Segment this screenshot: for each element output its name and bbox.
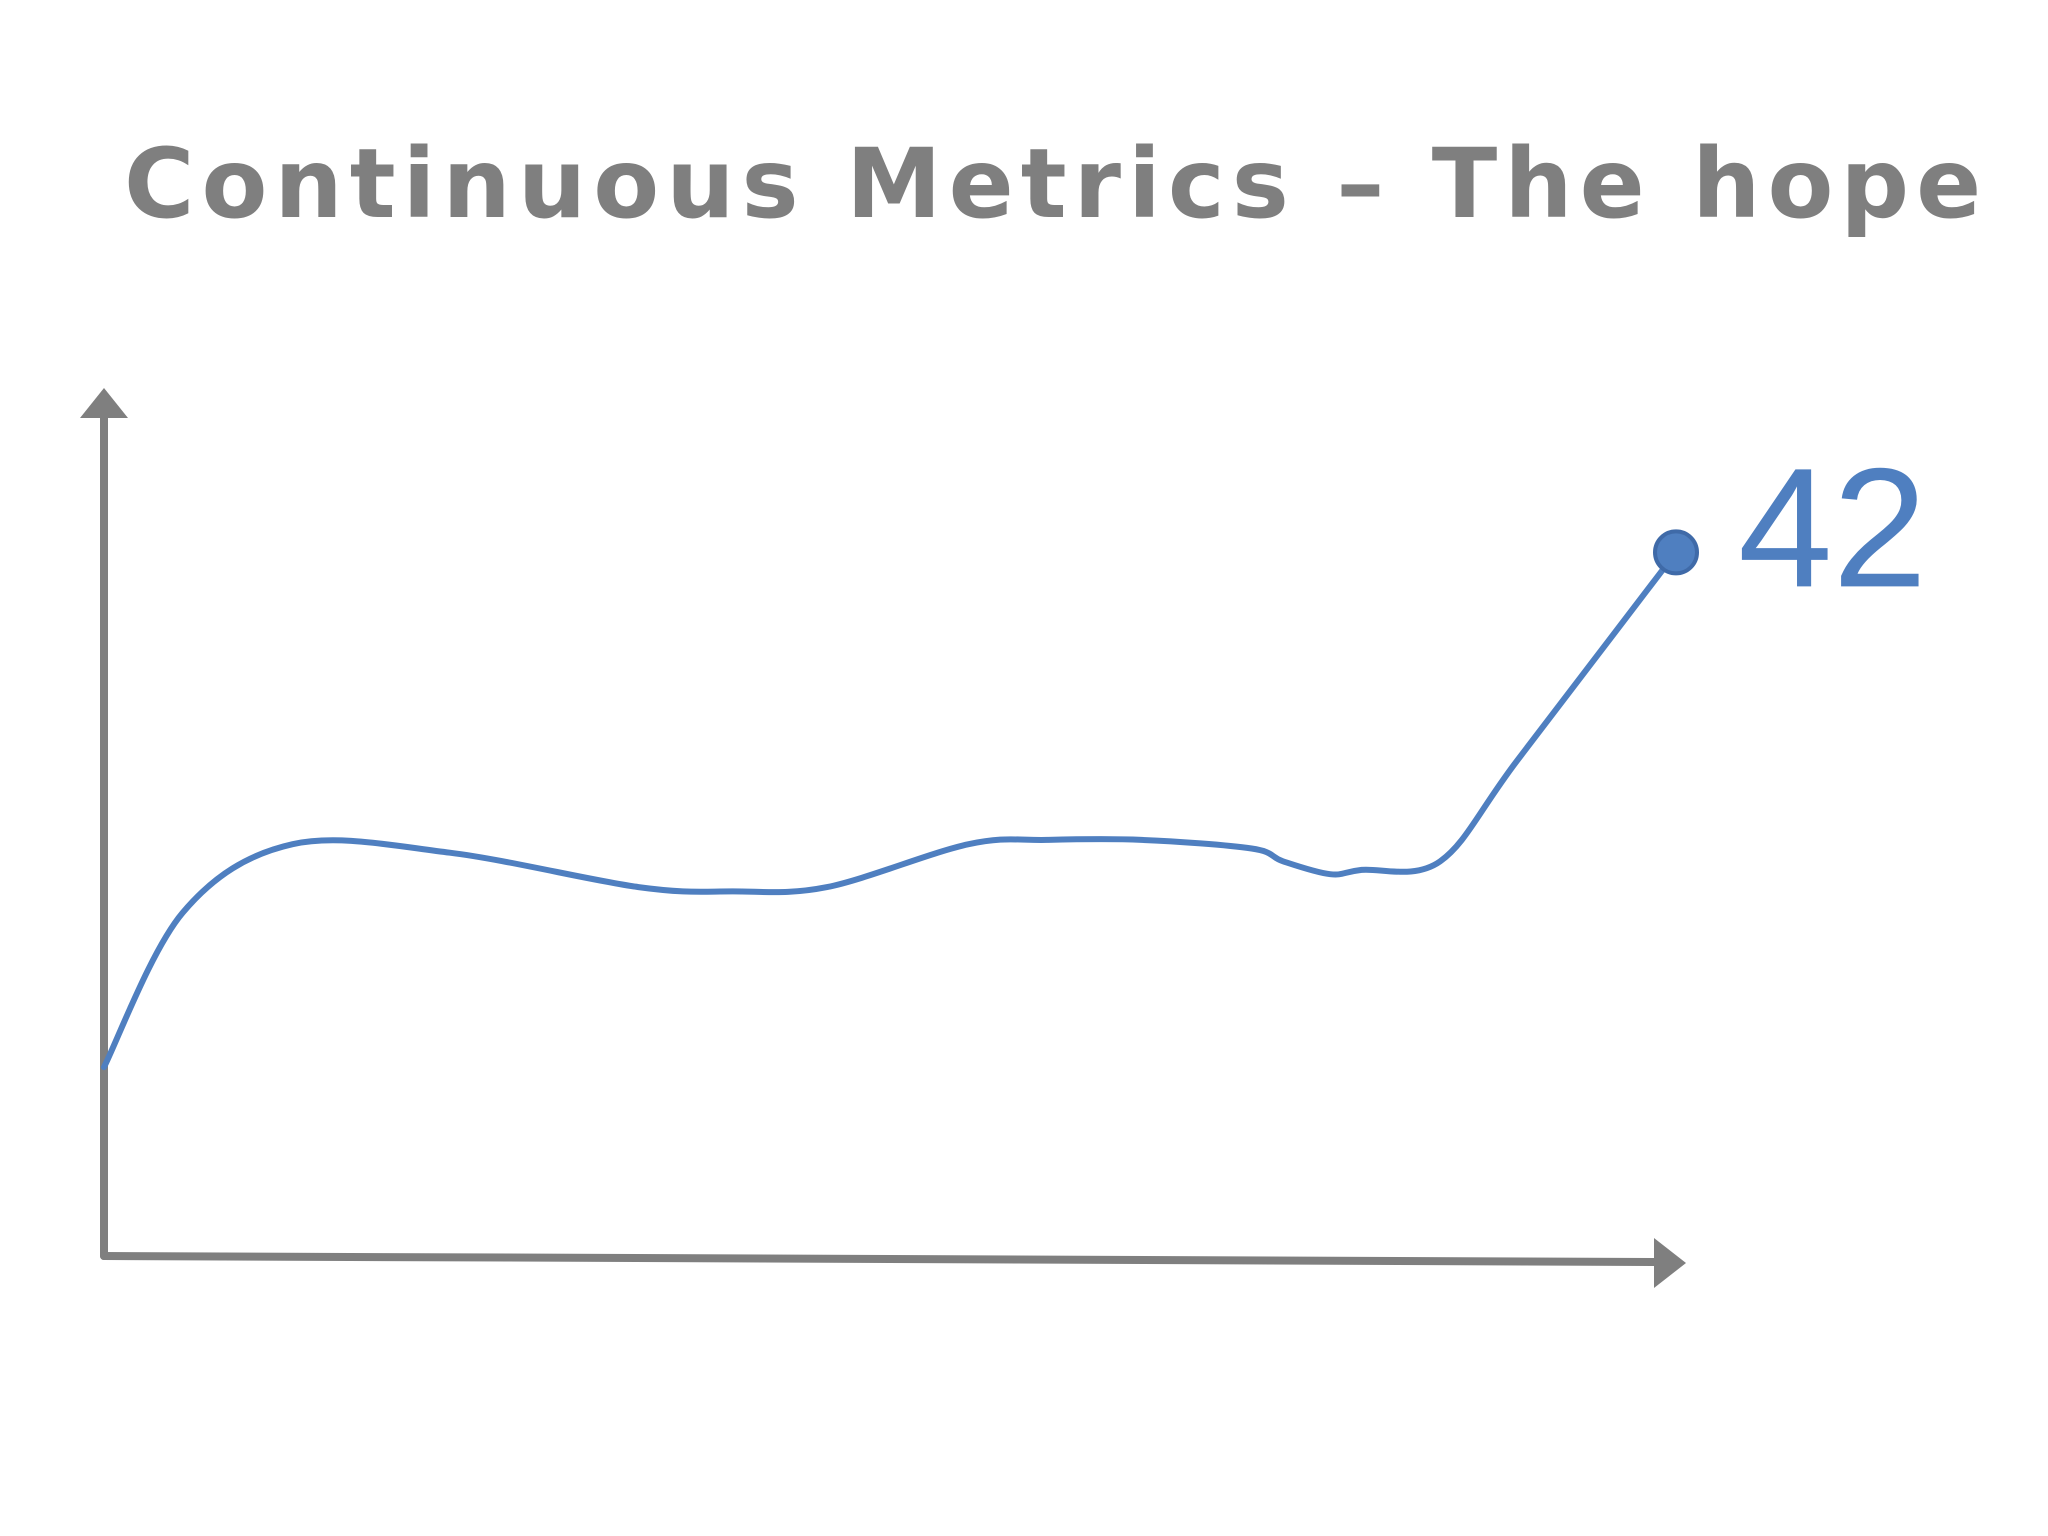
slide-title: Continuous Metrics – The hope (124, 128, 1989, 240)
end-value-label: 42 (1738, 433, 1927, 623)
series-line (101, 549, 1679, 1071)
chart-axes (80, 388, 1686, 1288)
x-axis-arrowhead (1654, 1238, 1686, 1288)
y-axis-arrowhead (80, 388, 128, 418)
x-axis (100, 1252, 1664, 1266)
series-layer: 42 (101, 433, 1927, 1071)
end-point-marker (1653, 529, 1699, 576)
